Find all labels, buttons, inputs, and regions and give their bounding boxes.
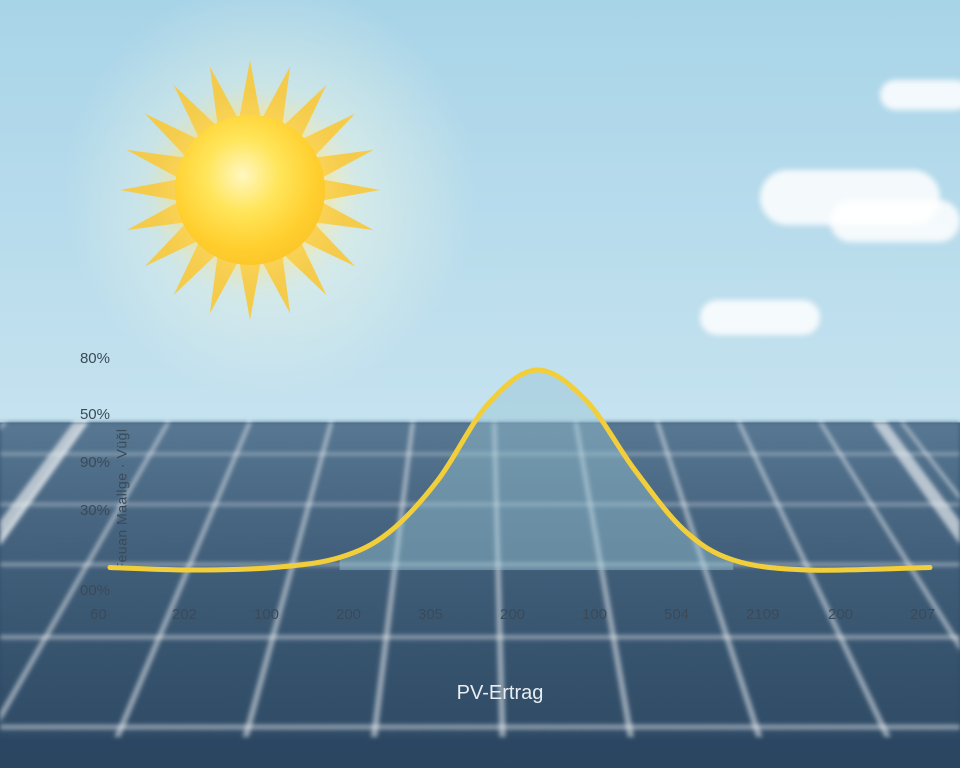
x-tick-label: 60 [90, 606, 107, 623]
sun-ray [239, 260, 261, 320]
pv-yield-chart: Feuan Maallge · Vüğl 80%50%90%30%00% 602… [60, 350, 940, 650]
x-tick-label: 207 [910, 606, 935, 623]
x-tick-label: 305 [418, 606, 443, 623]
x-axis-label: PV-Ertrag [457, 682, 544, 705]
chart-svg [60, 350, 940, 650]
x-tick-label: 100 [254, 606, 279, 623]
y-tick-label: 90% [60, 454, 110, 471]
x-tick-label: 202 [172, 606, 197, 623]
infographic-scene: Feuan Maallge · Vüğl 80%50%90%30%00% 602… [0, 0, 960, 768]
y-tick-label: 50% [60, 406, 110, 423]
x-tick-label: 100 [582, 606, 607, 623]
sun-ray [320, 179, 380, 201]
y-tick-label: 30% [60, 502, 110, 519]
sun-core [175, 115, 325, 265]
sun-ray [120, 179, 180, 201]
cloud [830, 200, 960, 242]
cloud [880, 80, 960, 110]
x-tick-label: 2109 [746, 606, 779, 623]
x-tick-label: 504 [664, 606, 689, 623]
x-tick-label: 200 [828, 606, 853, 623]
sun-ray [239, 60, 261, 120]
y-tick-label: 00% [60, 582, 110, 599]
x-tick-label: 200 [500, 606, 525, 623]
y-tick-label: 80% [60, 350, 110, 367]
sun-icon [120, 60, 380, 320]
x-tick-label: 200 [336, 606, 361, 623]
cloud [700, 300, 820, 335]
curve-fill [340, 370, 734, 570]
